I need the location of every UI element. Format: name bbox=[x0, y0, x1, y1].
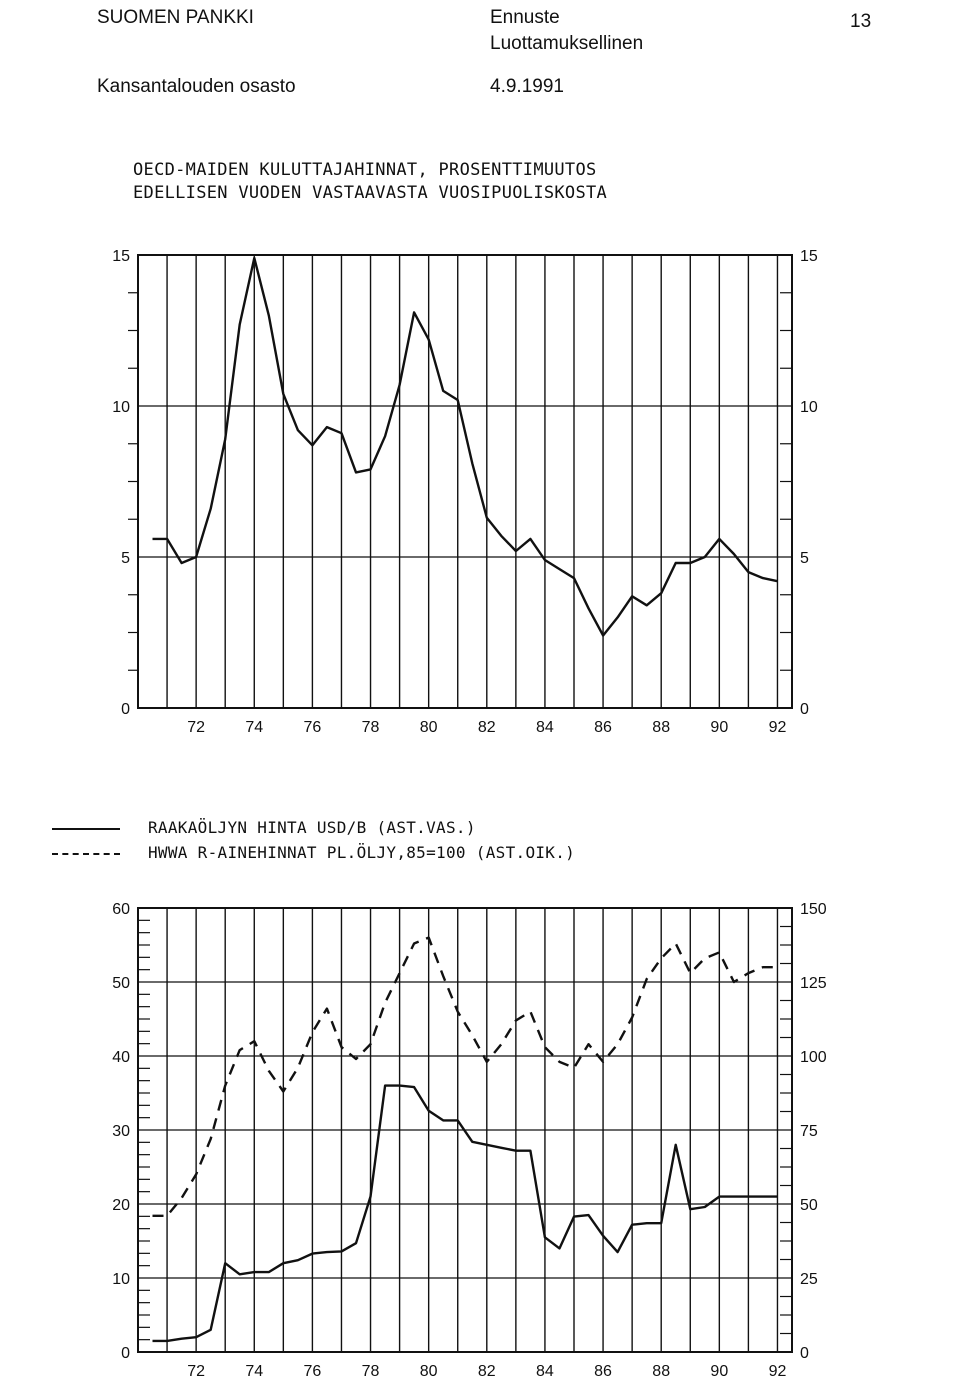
chart-2-x-tick-label: 90 bbox=[710, 1363, 728, 1380]
chart-title-line-1: OECD-MAIDEN KULUTTAJAHINNAT, PROSENTTIMU… bbox=[133, 160, 597, 180]
chart-1-y-left-tick-label: 15 bbox=[112, 248, 130, 265]
chart-2-x-tick-label: 74 bbox=[245, 1363, 263, 1380]
chart-2-x-tick-label: 76 bbox=[304, 1363, 322, 1380]
chart-1-x-tick-label: 78 bbox=[362, 719, 380, 736]
chart-2-y-left-tick-label: 60 bbox=[112, 901, 130, 918]
chart-2-y-left-tick-label: 30 bbox=[112, 1123, 130, 1140]
legend-solid-swatch bbox=[52, 828, 120, 830]
chart-title-line-2: EDELLISEN VUODEN VASTAAVASTA VUOSIPUOLIS… bbox=[133, 183, 608, 203]
chart-1-y-right-tick-label: 0 bbox=[800, 701, 809, 718]
chart-1-y-left-tick-label: 5 bbox=[121, 550, 130, 567]
chart-1-y-right-tick-label: 5 bbox=[800, 550, 809, 567]
department: Kansantalouden osasto bbox=[97, 76, 296, 97]
chart-1-x-tick-label: 82 bbox=[478, 719, 496, 736]
chart-2-y-right-tick-label: 0 bbox=[800, 1345, 809, 1362]
chart-1-y-right-tick-label: 15 bbox=[800, 248, 818, 265]
bank-name: SUOMEN PANKKI bbox=[97, 7, 254, 28]
chart-1-y-right-tick-label: 10 bbox=[800, 399, 818, 416]
chart-1-x-tick-label: 84 bbox=[536, 719, 554, 736]
legend-dashed-label: HWWA R-AINEHINNAT PL.ÖLJY,85=100 (AST.OI… bbox=[148, 843, 576, 862]
chart-2-y-right-tick-label: 50 bbox=[800, 1197, 818, 1214]
chart-1-x-tick-label: 72 bbox=[187, 719, 205, 736]
chart-2-x-tick-label: 78 bbox=[362, 1363, 380, 1380]
chart-1-series-line-line bbox=[152, 256, 778, 637]
chart-2-x-tick-label: 82 bbox=[478, 1363, 496, 1380]
chart-2-x-tick-label: 84 bbox=[536, 1363, 554, 1380]
chart-2-y-right-tick-label: 125 bbox=[800, 975, 827, 992]
chart-2-y-left-tick-label: 10 bbox=[112, 1271, 130, 1288]
chart-1-x-tick-label: 76 bbox=[304, 719, 322, 736]
chart-1-x-tick-label: 92 bbox=[769, 719, 787, 736]
chart-1-y-left-tick-label: 0 bbox=[121, 701, 130, 718]
chart-1-y-left-tick-label: 10 bbox=[112, 399, 130, 416]
legend-dashed-swatch bbox=[52, 853, 120, 855]
chart-2-y-left-tick-label: 0 bbox=[121, 1345, 130, 1362]
page-number: 13 bbox=[850, 11, 872, 32]
chart-1-x-tick-label: 80 bbox=[420, 719, 438, 736]
chart-2-y-right-tick-label: 150 bbox=[800, 901, 827, 918]
chart-2-series-dashed-line bbox=[152, 936, 778, 1218]
chart-2-y-right-tick-label: 100 bbox=[800, 1049, 827, 1066]
chart-1-x-tick-label: 90 bbox=[710, 719, 728, 736]
chart-2-x-tick-label: 88 bbox=[652, 1363, 670, 1380]
document-date: 4.9.1991 bbox=[490, 76, 564, 97]
chart-1-x-tick-label: 88 bbox=[652, 719, 670, 736]
chart-1-x-tick-label: 86 bbox=[594, 719, 612, 736]
chart-2-series-solid-line bbox=[152, 1084, 778, 1343]
chart-2-x-tick-label: 92 bbox=[769, 1363, 787, 1380]
classification: Luottamuksellinen bbox=[490, 33, 644, 54]
chart-2-y-right-tick-label: 25 bbox=[800, 1271, 818, 1288]
chart-2-y-left-tick-label: 20 bbox=[112, 1197, 130, 1214]
chart-2-x-tick-label: 80 bbox=[420, 1363, 438, 1380]
chart-2-x-tick-label: 86 bbox=[594, 1363, 612, 1380]
chart-1-frame bbox=[137, 254, 793, 709]
chart-2-y-left-tick-label: 40 bbox=[112, 1049, 130, 1066]
chart-2-y-right-tick-label: 75 bbox=[800, 1123, 818, 1140]
chart-2-x-tick-label: 72 bbox=[187, 1363, 205, 1380]
legend-solid-label: RAAKAÖLJYN HINTA USD/B (AST.VAS.) bbox=[148, 818, 476, 837]
chart-1-x-tick-label: 74 bbox=[245, 719, 263, 736]
document-type: Ennuste bbox=[490, 7, 560, 28]
chart-2-y-left-tick-label: 50 bbox=[112, 975, 130, 992]
